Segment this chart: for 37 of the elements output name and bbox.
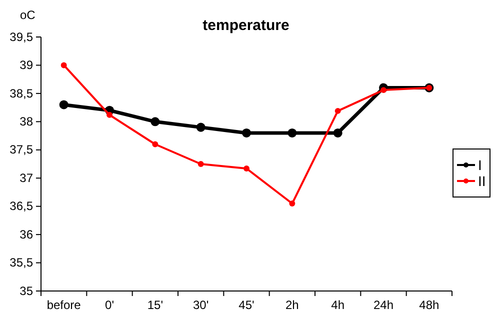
y-tick-label: 36,5 [10,199,34,214]
y-tick-label: 37,5 [10,142,34,157]
point [334,108,341,114]
y-tick-label: 39 [20,58,34,72]
point [380,87,386,94]
y-tick-label: 36 [20,227,34,242]
point [59,100,68,110]
y-tick-label: 37 [20,170,34,185]
point [289,200,296,206]
y-tick-label: 39,5 [10,30,34,44]
x-tick-label: 24h [373,298,394,312]
legend-label: I [478,157,482,173]
point [333,128,342,138]
x-tick-label: before [46,298,82,312]
point [106,112,112,118]
x-tick-label: 15' [147,298,163,312]
y-tick-label: 35 [20,284,34,298]
point [150,117,160,126]
point [198,161,204,167]
point [60,62,67,68]
x-tick-label: 45' [238,298,254,312]
legend-label: II [478,173,486,189]
chart-title: temperature [202,17,290,34]
point [242,128,252,138]
y-tick-label: 38 [20,114,34,129]
x-tick-label: 2h [285,298,299,312]
point [196,122,206,132]
point [152,141,158,148]
x-tick-label: 30' [193,298,209,312]
point [244,166,250,172]
x-tick-label: 0' [105,298,114,312]
point [288,128,297,138]
y-tick-label: 35,5 [10,256,34,270]
x-tick-label: 4h [331,298,345,312]
y-tick-label: 38,5 [10,86,34,100]
x-tick-label: 48h [419,298,440,312]
y-axis-title: oC [20,8,36,22]
